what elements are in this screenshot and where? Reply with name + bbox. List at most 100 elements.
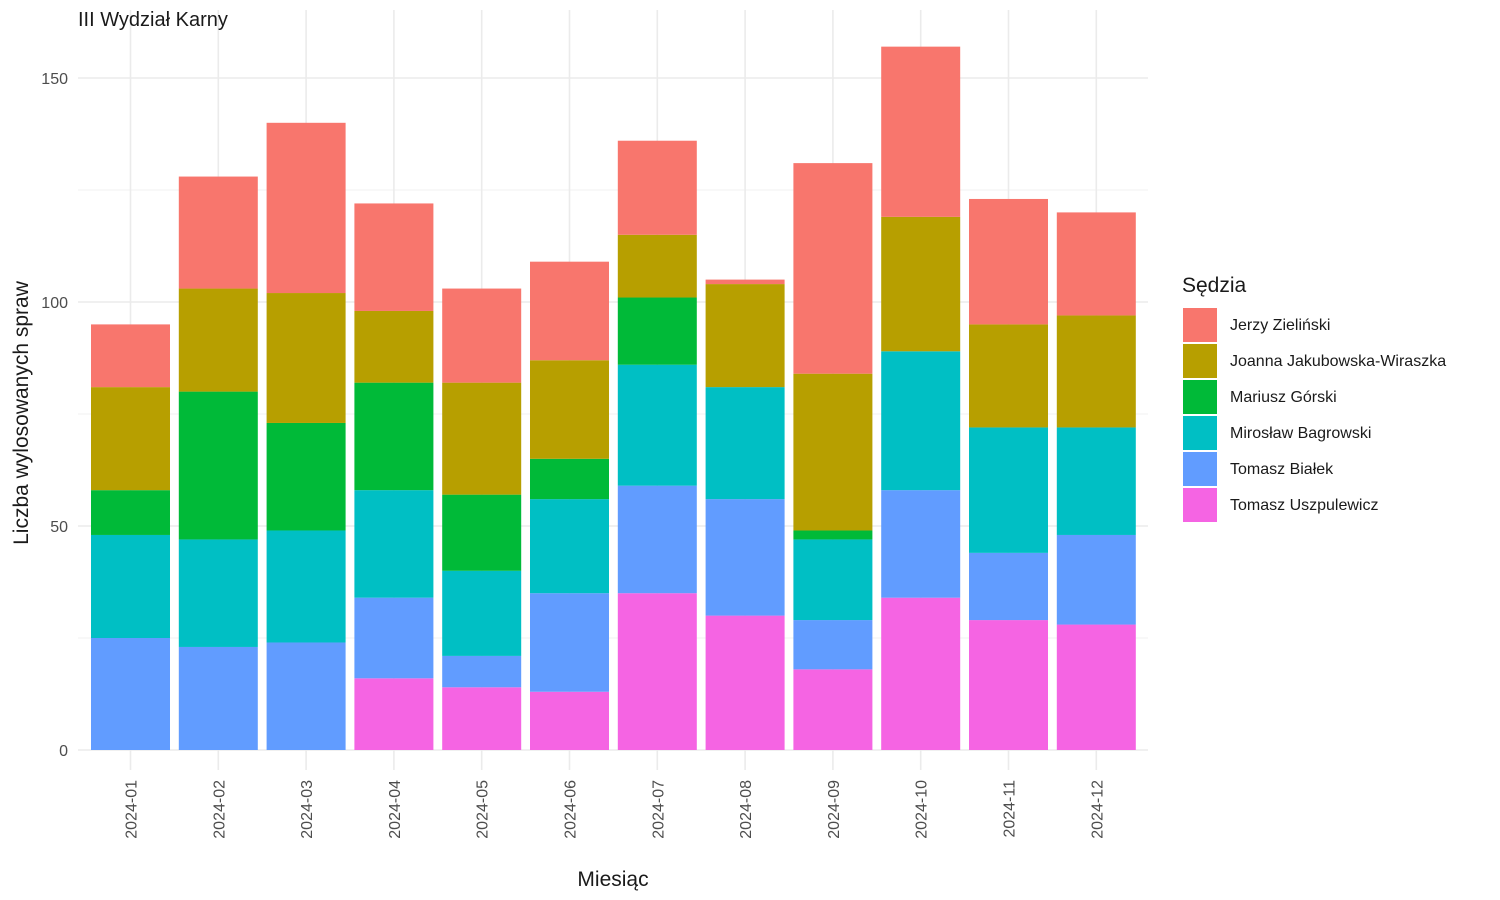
bar-segment bbox=[1056, 212, 1136, 316]
y-axis-title: Liczba wylosowanych spraw bbox=[10, 280, 33, 545]
bar-segment bbox=[91, 638, 170, 750]
bar-segment bbox=[705, 499, 785, 616]
x-tick-label: 2024-08 bbox=[738, 780, 755, 839]
bar-segment bbox=[91, 324, 170, 388]
bar-segment bbox=[442, 494, 522, 571]
bar-segment bbox=[178, 539, 258, 647]
bar-segment bbox=[1056, 315, 1136, 428]
bar-segment bbox=[442, 655, 522, 688]
y-tick-label: 100 bbox=[41, 295, 68, 312]
bar-segment bbox=[705, 279, 785, 285]
bar-segment bbox=[91, 387, 170, 491]
y-tick-label: 150 bbox=[41, 71, 68, 88]
bar-segment bbox=[178, 391, 258, 540]
bar-segment bbox=[881, 490, 961, 598]
x-tick-label: 2024-12 bbox=[1089, 780, 1106, 839]
bar-segment bbox=[354, 490, 434, 598]
legend-label: Mirosław Bagrowski bbox=[1230, 425, 1371, 442]
bar-segment bbox=[969, 198, 1048, 325]
legend-swatch bbox=[1183, 452, 1217, 486]
bar-segment bbox=[969, 427, 1048, 553]
x-tick-label: 2024-10 bbox=[914, 780, 931, 839]
bar-segment bbox=[91, 490, 170, 535]
bar-segment bbox=[881, 597, 961, 750]
bar-segment bbox=[881, 351, 961, 491]
bar-segment bbox=[881, 216, 961, 352]
y-tick-label: 50 bbox=[50, 519, 68, 536]
bar-segment bbox=[969, 552, 1048, 621]
bar-segment bbox=[617, 140, 697, 235]
bar-segment bbox=[530, 360, 609, 459]
legend-swatch bbox=[1183, 380, 1217, 414]
bar-segment bbox=[793, 539, 873, 621]
bar-segment bbox=[178, 176, 258, 289]
bar-segment bbox=[266, 293, 346, 423]
bar-segment bbox=[530, 593, 609, 692]
bar-segment bbox=[1056, 534, 1136, 625]
legend: Sędzia Jerzy Zieliński Joanna Jakubowska-… bbox=[1182, 274, 1446, 522]
bar-segment bbox=[178, 646, 258, 750]
bar-segment bbox=[705, 387, 785, 500]
legend-label: Joanna Jakubowska-Wiraszka bbox=[1230, 353, 1446, 370]
bar-segment bbox=[266, 422, 346, 531]
bar-segment bbox=[793, 620, 873, 670]
bar-segment bbox=[1056, 624, 1136, 750]
bar-segment bbox=[617, 234, 697, 298]
x-tick-label: 2024-11 bbox=[1002, 780, 1019, 838]
bar-segment bbox=[354, 310, 434, 383]
legend-swatch bbox=[1183, 344, 1217, 378]
bar-segment bbox=[530, 499, 609, 594]
legend-label: Tomasz Uszpulewicz bbox=[1230, 497, 1378, 514]
x-tick-label: 2024-02 bbox=[211, 780, 228, 839]
x-tick-label: 2024-05 bbox=[475, 780, 492, 839]
y-tick-label: 0 bbox=[59, 743, 68, 760]
x-tick-label: 2024-04 bbox=[387, 780, 404, 839]
bar-segment bbox=[354, 203, 434, 311]
bar-segment bbox=[793, 669, 873, 750]
bar-segment bbox=[617, 364, 697, 486]
bar-segment bbox=[617, 485, 697, 594]
x-axis-ticks: 2024-01 2024-02 2024-03 2024-04 2024-05 2024-… bbox=[124, 780, 1107, 839]
bars bbox=[91, 46, 1136, 750]
chart-title: III Wydział Karny bbox=[78, 9, 228, 31]
bar-segment bbox=[442, 687, 522, 750]
bar-segment bbox=[530, 458, 609, 500]
bar-segment bbox=[354, 678, 434, 750]
x-tick-label: 2024-03 bbox=[299, 780, 316, 839]
x-tick-label: 2024-07 bbox=[650, 780, 667, 839]
x-tick-label: 2024-01 bbox=[124, 780, 141, 839]
legend-swatch bbox=[1183, 416, 1217, 450]
bar-segment bbox=[354, 597, 434, 679]
bar-segment bbox=[266, 642, 346, 750]
legend-title: Sędzia bbox=[1182, 274, 1247, 297]
bar-segment bbox=[793, 530, 873, 540]
bar-segment bbox=[617, 593, 697, 750]
bar-segment bbox=[354, 382, 434, 491]
bar-segment bbox=[705, 284, 785, 388]
bar-segment bbox=[266, 122, 346, 294]
legend-swatch bbox=[1183, 488, 1217, 522]
bar-segment bbox=[705, 615, 785, 750]
bar-segment bbox=[793, 373, 873, 531]
bar-segment bbox=[266, 530, 346, 643]
bar-segment bbox=[969, 620, 1048, 750]
bar-segment bbox=[442, 288, 522, 383]
bar-segment bbox=[881, 46, 961, 217]
legend-label: Tomasz Białek bbox=[1230, 461, 1334, 478]
legend-swatch bbox=[1183, 308, 1217, 342]
bar-segment bbox=[442, 570, 522, 656]
x-tick-label: 2024-09 bbox=[826, 780, 843, 839]
bar-segment bbox=[178, 288, 258, 392]
bar-segment bbox=[91, 534, 170, 638]
legend-label: Mariusz Górski bbox=[1230, 389, 1337, 406]
bar-segment bbox=[793, 163, 873, 374]
y-axis-ticks: 0 50 100 150 bbox=[41, 71, 68, 760]
x-axis-title: Miesiąc bbox=[577, 868, 648, 891]
bar-segment bbox=[530, 261, 609, 361]
bar-segment bbox=[617, 297, 697, 365]
legend-label: Jerzy Zieliński bbox=[1230, 317, 1330, 334]
bar-segment bbox=[442, 382, 522, 495]
x-tick-label: 2024-06 bbox=[563, 780, 580, 839]
